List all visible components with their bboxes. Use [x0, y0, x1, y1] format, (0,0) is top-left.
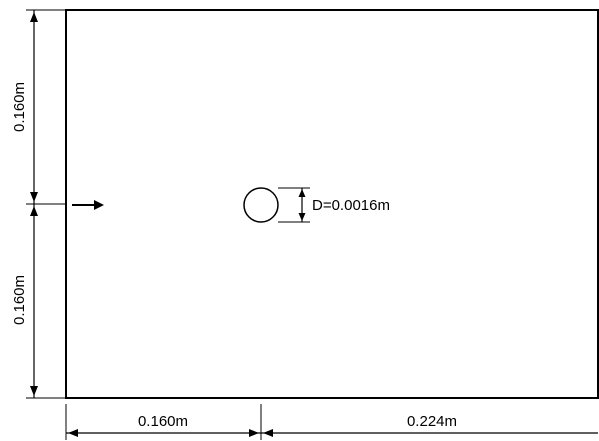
cylinder-diameter-label: D=0.0016m — [312, 197, 390, 214]
bottom-right-width-label: 0.224m — [407, 413, 457, 430]
bottom-dimension — [65, 404, 598, 440]
left-upper-height-label: 0.160m — [11, 82, 28, 132]
bottom-left-width-label: 0.160m — [138, 413, 188, 430]
left-lower-height-label: 0.160m — [11, 275, 28, 325]
diameter-dimension — [278, 187, 310, 223]
left-dimension — [26, 9, 66, 399]
arrow-right-icon — [72, 200, 104, 210]
circle-icon — [243, 187, 279, 223]
